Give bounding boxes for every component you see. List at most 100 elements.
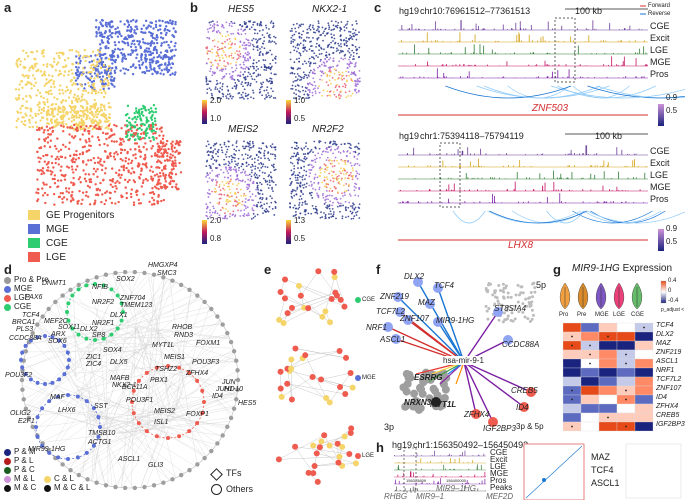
umap-point [125,130,128,133]
feature-point [251,163,254,166]
feature-point [211,71,214,73]
umap-point [37,68,40,71]
feature-point [230,20,233,23]
cluster-node [187,370,192,375]
feature-point [306,76,309,79]
cluster-node [101,283,106,288]
feature-point [232,32,235,35]
feature-point [231,144,234,147]
feature-point [246,154,249,157]
feature-point [258,24,261,27]
feature-point [294,46,297,49]
feature-point [216,202,219,205]
panel-e-networks [275,268,361,485]
umap-point [43,160,46,163]
feature-point [252,212,255,215]
feature-point [315,29,318,32]
umap-point [148,61,152,64]
feature-point [227,164,230,167]
heatmap-cell [580,394,600,405]
feature-point [350,54,352,56]
umap-point [143,123,146,127]
feature-point [207,217,209,220]
feature-point [336,26,339,29]
umap-point [37,109,41,112]
umap-point [45,91,49,94]
umap-point [172,35,176,39]
feature-point [342,50,344,53]
cbar-max: 1.0 [294,96,306,105]
umap-point [172,27,175,30]
feature-point [214,88,217,90]
umap-point [88,178,91,181]
umap-point [74,168,78,171]
umap-point [96,73,99,76]
umap-point [76,100,79,104]
umap-point [72,176,75,180]
feature-point [258,174,261,177]
umap-point [115,171,118,175]
feature-point [221,54,223,57]
feature-point [347,63,350,66]
gene-node [326,442,333,449]
edge [77,365,222,437]
feature-point [317,36,320,39]
feature-point [211,190,213,193]
heatmap-cell [580,376,600,387]
feature-point [209,70,211,73]
umap-point [108,68,112,72]
feature-point [242,61,245,64]
umap-point [20,80,24,83]
edge [329,428,352,446]
umap-point [52,166,55,169]
umap-point [135,19,138,22]
feature-point [224,215,227,218]
gene-node [297,292,304,299]
umap-point [35,94,38,97]
umap-point [67,57,70,60]
feature-point [336,83,339,86]
bg-node [516,300,520,304]
feature-point [299,95,301,98]
umap-point [174,162,177,165]
umap-point [83,98,86,101]
umap-point [169,40,173,44]
feature-point [274,148,277,151]
feature-point [355,22,358,25]
outer-node [46,306,51,312]
umap-point [101,24,105,28]
umap-point [83,112,87,116]
feature-point [218,214,221,217]
feature-point [267,94,270,97]
umap-point [99,88,102,92]
feature-point [233,85,236,88]
feature-point [352,28,355,31]
umap-point [69,200,73,203]
edge [48,309,94,341]
edge [80,275,105,401]
feature-point [339,28,342,30]
umap-point [168,29,171,33]
c-cbar1-max: 0.9 [666,93,678,102]
feature-point [217,155,219,158]
umap-point [68,49,71,52]
umap-point [46,162,50,165]
feature-point [333,68,336,71]
feature-point [243,97,245,100]
edge [291,292,336,309]
umap-point [80,119,84,123]
feature-point [229,95,232,97]
feature-point [256,32,259,35]
feature-point [300,33,303,36]
hic-point [542,478,546,482]
feature-point [229,195,232,198]
heatmap-cell [616,322,636,333]
umap-point [99,163,102,166]
umap-point [123,57,127,60]
feature-point [315,46,317,48]
umap-point [36,187,40,191]
umap-point [160,69,164,72]
umap-point [158,166,161,170]
feature-point [298,44,301,46]
umap-point [40,111,43,115]
